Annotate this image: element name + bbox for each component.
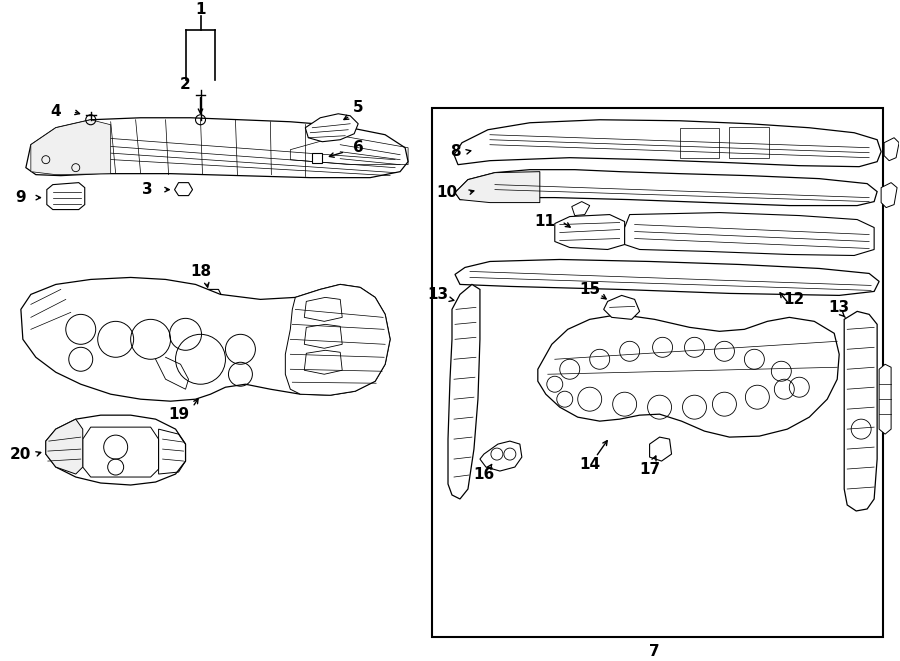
Polygon shape xyxy=(199,290,222,333)
Text: 18: 18 xyxy=(190,264,212,279)
Polygon shape xyxy=(879,364,891,434)
Polygon shape xyxy=(285,284,390,395)
Polygon shape xyxy=(625,213,874,256)
Text: 3: 3 xyxy=(142,182,153,197)
Polygon shape xyxy=(46,415,185,485)
Polygon shape xyxy=(884,137,899,161)
Polygon shape xyxy=(455,260,879,295)
Text: 13: 13 xyxy=(428,287,448,302)
Text: 9: 9 xyxy=(15,190,26,205)
Text: 13: 13 xyxy=(829,300,850,315)
Polygon shape xyxy=(454,120,881,167)
Polygon shape xyxy=(844,311,878,511)
Text: 12: 12 xyxy=(784,292,805,307)
Text: 7: 7 xyxy=(649,644,660,659)
Text: 2: 2 xyxy=(180,77,191,93)
Polygon shape xyxy=(312,153,322,163)
Polygon shape xyxy=(881,182,897,208)
Polygon shape xyxy=(604,295,640,319)
Polygon shape xyxy=(83,427,158,477)
Polygon shape xyxy=(455,170,878,206)
Text: 1: 1 xyxy=(195,3,206,17)
Text: 19: 19 xyxy=(168,407,189,422)
Text: 8: 8 xyxy=(450,144,460,159)
Polygon shape xyxy=(47,182,85,210)
Polygon shape xyxy=(21,278,390,401)
Text: 16: 16 xyxy=(473,467,495,481)
Polygon shape xyxy=(31,120,111,175)
Polygon shape xyxy=(448,284,480,499)
Polygon shape xyxy=(572,202,590,215)
Text: 5: 5 xyxy=(353,100,364,115)
Polygon shape xyxy=(480,441,522,471)
Text: 11: 11 xyxy=(535,214,555,229)
Text: 17: 17 xyxy=(639,461,661,477)
Text: 15: 15 xyxy=(580,282,600,297)
Polygon shape xyxy=(305,114,358,141)
Polygon shape xyxy=(650,437,671,461)
Polygon shape xyxy=(26,118,408,178)
Polygon shape xyxy=(554,215,625,249)
Text: 10: 10 xyxy=(436,185,457,200)
Polygon shape xyxy=(175,182,193,196)
Text: 6: 6 xyxy=(353,140,364,155)
Bar xyxy=(432,108,883,637)
Polygon shape xyxy=(455,172,540,202)
Polygon shape xyxy=(538,315,839,437)
Text: 14: 14 xyxy=(580,457,600,471)
Text: 4: 4 xyxy=(50,104,61,119)
Text: 20: 20 xyxy=(10,447,32,461)
Polygon shape xyxy=(46,419,83,474)
